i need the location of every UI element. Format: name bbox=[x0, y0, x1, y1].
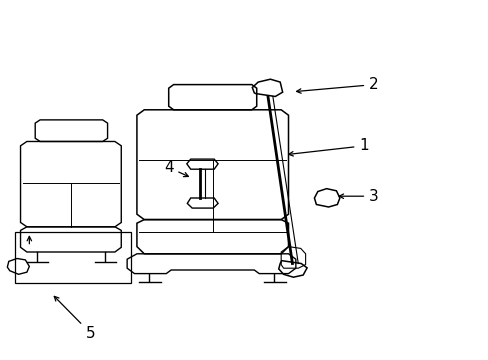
Text: 1: 1 bbox=[288, 138, 368, 156]
Bar bbox=[15, 232, 131, 283]
Text: 5: 5 bbox=[54, 296, 95, 341]
Text: 3: 3 bbox=[339, 189, 378, 204]
Text: 2: 2 bbox=[296, 77, 378, 93]
Text: 4: 4 bbox=[163, 160, 188, 177]
